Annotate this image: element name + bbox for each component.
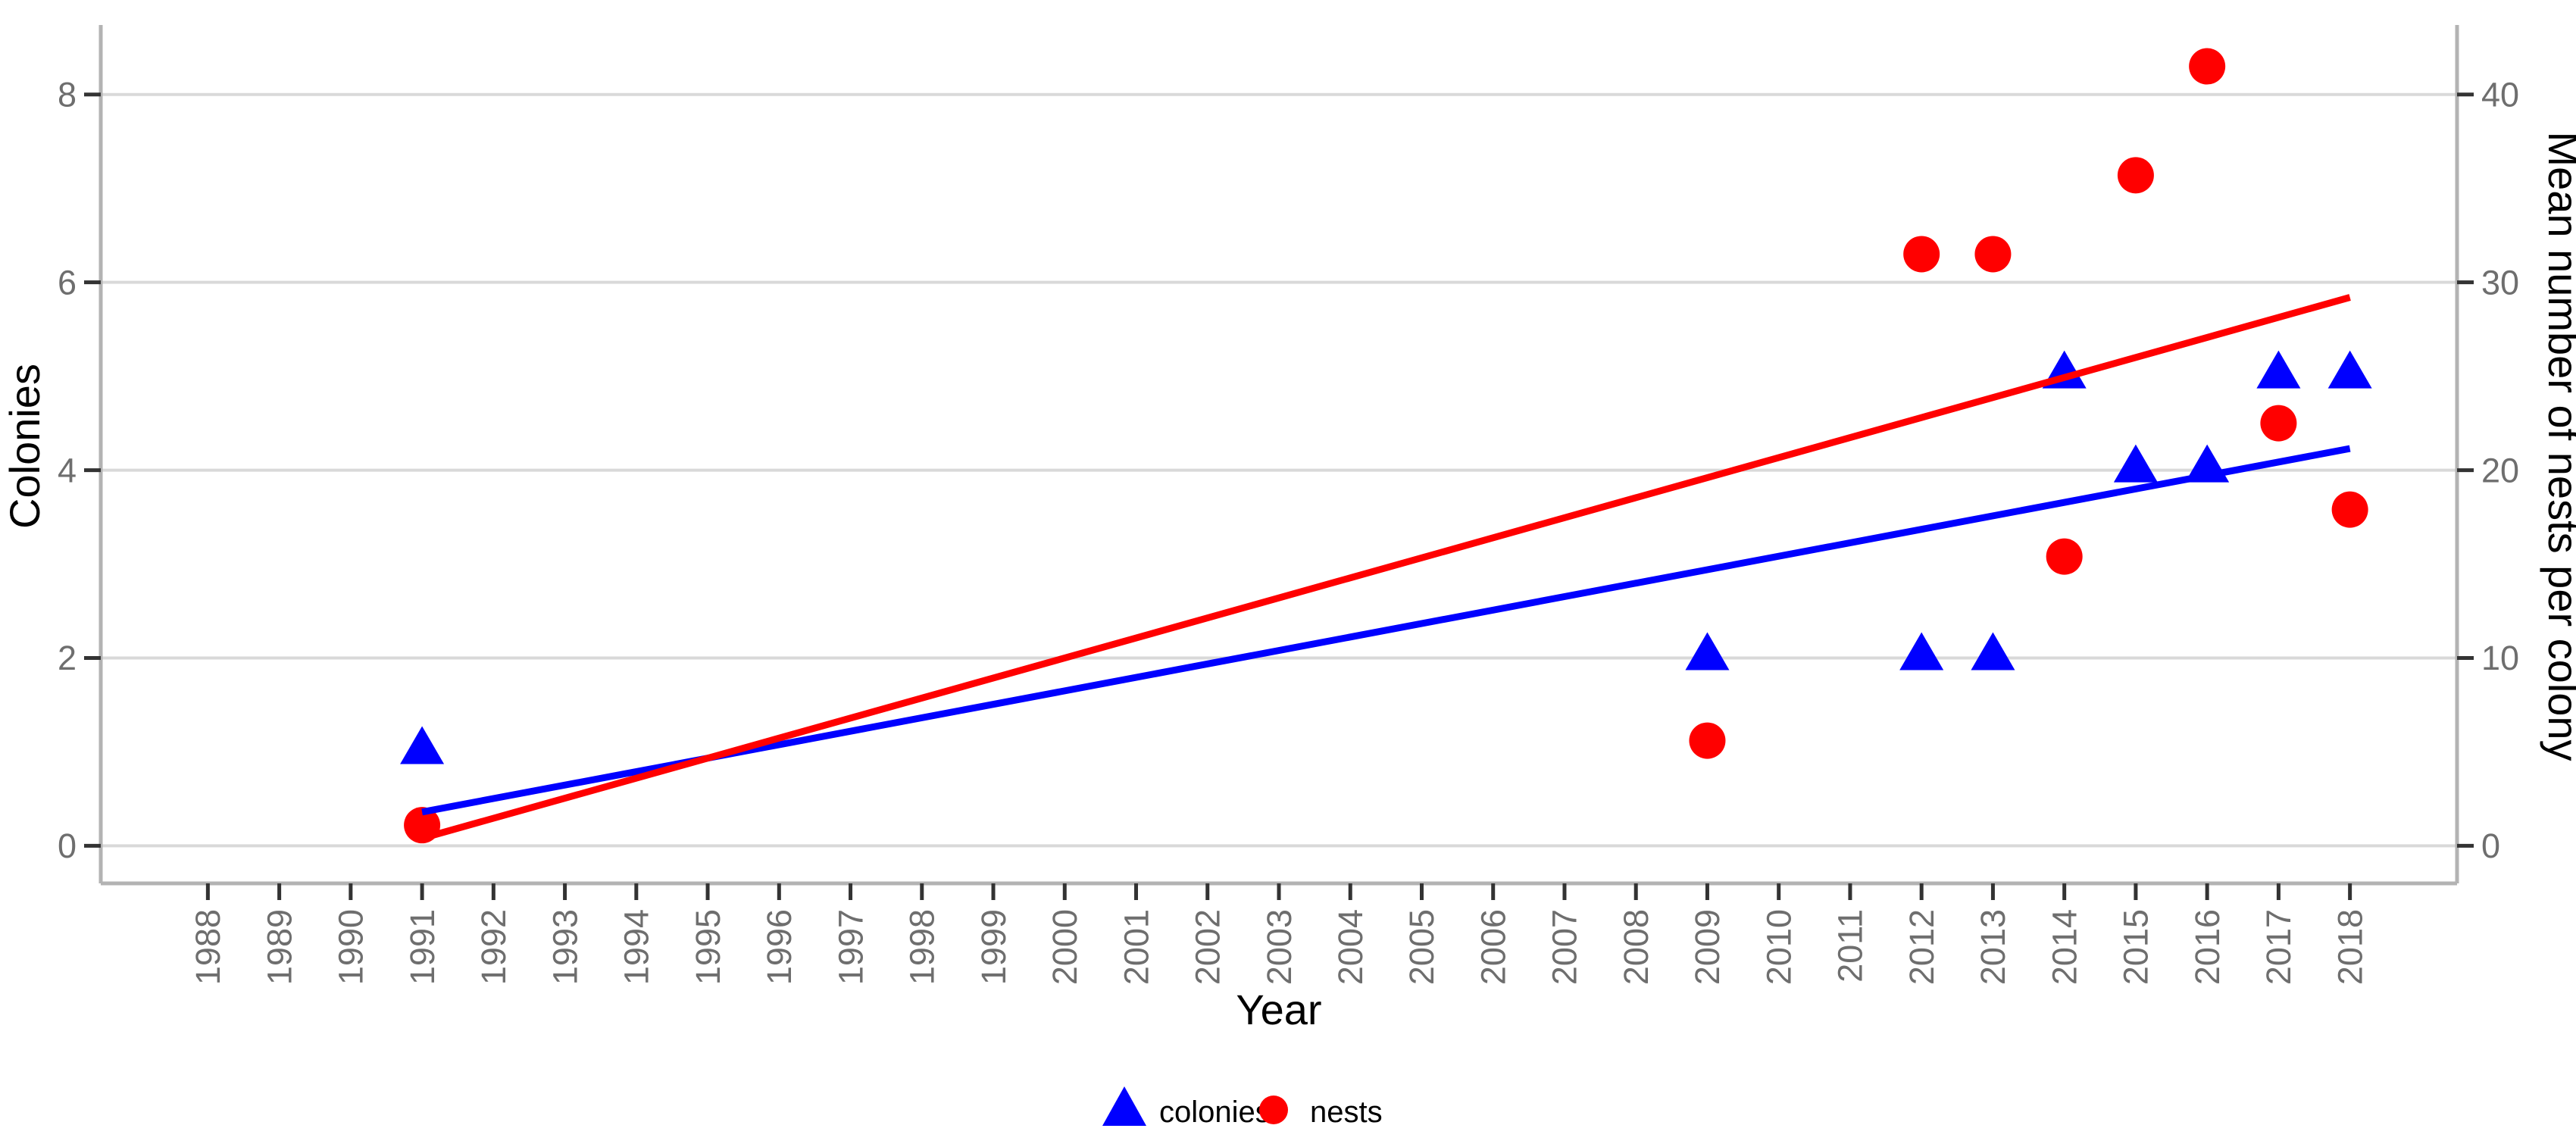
x-tick-label: 1990 xyxy=(332,909,370,985)
data-point-colonies xyxy=(2256,350,2301,389)
y-right-tick-label: 10 xyxy=(2481,639,2519,677)
data-point-colonies xyxy=(1971,632,2015,670)
data-point-nests xyxy=(2046,538,2083,575)
y-right-axis-ticks xyxy=(2457,92,2474,848)
x-tick-label: 1995 xyxy=(689,909,727,985)
x-tick-label: 1989 xyxy=(260,909,299,985)
x-tick-label: 2016 xyxy=(2188,909,2227,985)
y-left-tick-label: 2 xyxy=(58,639,77,677)
x-tick-label: 2017 xyxy=(2259,909,2298,985)
trend-lines-group xyxy=(420,294,2351,842)
data-point-colonies xyxy=(2327,350,2372,389)
data-point-nests xyxy=(1689,722,1726,759)
legend-colonies-label: colonies xyxy=(1159,1096,1271,1129)
x-axis-labels: 1988 1989 1990 1991 1992 1993 1994 1995 1996 1997… xyxy=(189,909,2369,985)
x-tick-label: 2010 xyxy=(1759,909,1798,985)
legend: colonies nests xyxy=(1102,1086,1383,1129)
data-point-colonies xyxy=(1899,632,1944,670)
x-tick-label: 2005 xyxy=(1402,909,1441,985)
nests-trend-line xyxy=(420,294,2351,842)
x-tick-label: 2003 xyxy=(1260,909,1299,985)
legend-circle-icon xyxy=(1259,1096,1288,1124)
data-point-nests xyxy=(2117,157,2154,194)
x-tick-label: 1994 xyxy=(617,909,656,985)
x-tick-label: 2004 xyxy=(1331,909,1370,985)
y-right-axis-labels: 0 10 20 30 40 xyxy=(2481,75,2519,865)
x-axis-title: Year xyxy=(1236,986,1321,1033)
data-point-nests xyxy=(1903,236,1940,273)
y-axis-title-left: Colonies xyxy=(1,364,48,529)
x-tick-label: 2014 xyxy=(2045,909,2084,985)
y-left-tick-label: 6 xyxy=(58,263,77,302)
y-left-axis-labels: 0 2 4 6 8 xyxy=(58,75,77,865)
x-tick-label: 1991 xyxy=(403,909,442,985)
x-tick-label: 2008 xyxy=(1617,909,1655,985)
x-tick-label: 2002 xyxy=(1189,909,1227,985)
y-right-tick-label: 0 xyxy=(2481,827,2500,865)
y-left-axis-ticks xyxy=(84,92,101,848)
x-tick-label: 2013 xyxy=(1974,909,2012,985)
x-tick-label: 2001 xyxy=(1117,909,1155,985)
data-point-nests xyxy=(2189,48,2226,85)
data-point-colonies xyxy=(2113,444,2158,483)
x-tick-label: 2000 xyxy=(1046,909,1084,985)
x-tick-label: 1993 xyxy=(546,909,584,985)
x-tick-label: 1999 xyxy=(974,909,1013,985)
x-tick-label: 2009 xyxy=(1688,909,1727,985)
data-point-colonies xyxy=(1685,632,1730,670)
x-tick-label: 2012 xyxy=(1902,909,1941,985)
x-tick-label: 1988 xyxy=(189,909,227,985)
data-point-nests xyxy=(2331,491,2368,528)
data-point-nests xyxy=(1974,236,2012,273)
x-tick-label: 2015 xyxy=(2117,909,2156,985)
data-point-nests xyxy=(2260,405,2297,442)
y-right-tick-label: 40 xyxy=(2481,75,2519,114)
y-left-tick-label: 8 xyxy=(58,75,77,114)
y-right-tick-label: 30 xyxy=(2481,263,2519,302)
y-left-tick-label: 4 xyxy=(58,451,77,489)
y-axis-title-right: Mean number of nests per colony xyxy=(2540,131,2576,761)
gridlines-group xyxy=(101,92,2457,848)
x-axis-ticks xyxy=(205,883,2352,900)
x-tick-label: 1992 xyxy=(474,909,513,985)
y-right-tick-label: 20 xyxy=(2481,451,2519,489)
axis-lines-group xyxy=(98,25,2459,886)
x-tick-label: 1998 xyxy=(903,909,942,985)
x-tick-label: 1997 xyxy=(831,909,870,985)
legend-triangle-icon xyxy=(1102,1086,1146,1126)
x-tick-label: 1996 xyxy=(760,909,799,985)
x-tick-label: 2007 xyxy=(1546,909,1584,985)
x-tick-label: 2006 xyxy=(1474,909,1512,985)
points-group xyxy=(400,48,2372,844)
legend-nests-label: nests xyxy=(1310,1096,1383,1129)
x-tick-label: 2018 xyxy=(2331,909,2369,985)
y-left-tick-label: 0 xyxy=(58,827,77,865)
data-point-colonies xyxy=(400,726,445,764)
x-tick-label: 2011 xyxy=(1831,909,1870,983)
